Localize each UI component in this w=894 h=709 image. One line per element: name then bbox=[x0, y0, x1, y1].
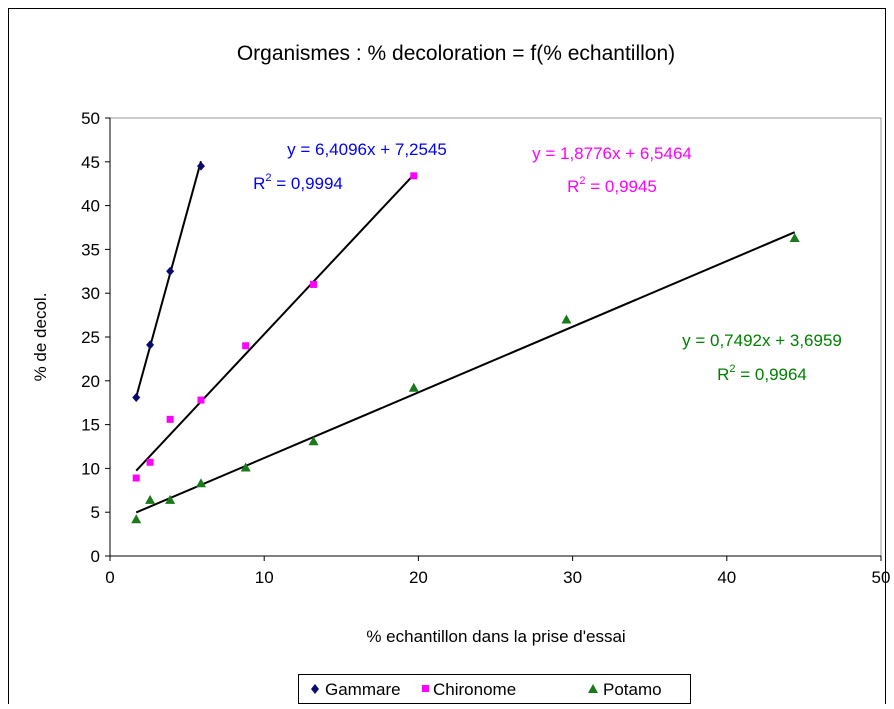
potamo-r2-label: R bbox=[717, 365, 729, 384]
point-gammare bbox=[132, 392, 141, 402]
point-chironome bbox=[197, 396, 205, 404]
point-chironome bbox=[242, 342, 250, 350]
y-tick-label: 50 bbox=[81, 109, 100, 128]
point-potamo bbox=[789, 233, 800, 243]
potamo-r2-superscript: 2 bbox=[729, 363, 735, 375]
point-potamo bbox=[131, 514, 142, 524]
point-gammare bbox=[146, 340, 155, 350]
legend: Gammare Chironome Potamo bbox=[298, 674, 691, 704]
legend-label-gammare: Gammare bbox=[325, 680, 401, 699]
chart-title: Organismes : % decoloration = f(% echant… bbox=[237, 42, 675, 65]
chironome-r2: R2 = 0,9945 bbox=[567, 175, 657, 196]
y-axis-label: % de decol. bbox=[31, 293, 50, 382]
point-potamo bbox=[408, 382, 419, 392]
axes: 0 5 10 15 20 25 30 35 40 45 50 0 10 20 30 40 50 bbox=[81, 109, 890, 587]
chironome-r2-superscript: 2 bbox=[579, 175, 585, 187]
gammare-r2-value: = 0,9994 bbox=[272, 174, 343, 193]
point-potamo bbox=[240, 462, 251, 472]
point-potamo bbox=[145, 494, 156, 504]
y-tick-label: 5 bbox=[91, 503, 100, 522]
trendline-chironome bbox=[135, 173, 415, 472]
point-chironome bbox=[166, 415, 174, 423]
potamo-r2: R2 = 0,9964 bbox=[717, 363, 807, 384]
gammare-r2: R2 = 0,9994 bbox=[253, 172, 343, 193]
chironome-r2-value: = 0,9945 bbox=[586, 177, 657, 196]
legend-label-chironome: Chironome bbox=[433, 680, 516, 699]
gammare-r2-label: R bbox=[253, 174, 265, 193]
y-tick-label: 45 bbox=[81, 153, 100, 172]
point-chironome bbox=[310, 280, 318, 288]
y-tick-label: 0 bbox=[91, 547, 100, 566]
x-tick-label: 0 bbox=[105, 568, 114, 587]
legend-marker-chironome-square-icon bbox=[422, 685, 429, 692]
y-tick-label: 40 bbox=[81, 197, 100, 216]
y-tick-label: 15 bbox=[81, 416, 100, 435]
point-chironome bbox=[146, 458, 154, 466]
gammare-r2-superscript: 2 bbox=[265, 172, 271, 184]
y-tick-label: 10 bbox=[81, 459, 100, 478]
point-potamo bbox=[308, 436, 319, 446]
x-tick-label: 50 bbox=[872, 568, 891, 587]
point-gammare bbox=[166, 266, 175, 276]
legend-box bbox=[298, 674, 691, 704]
gammare-equation: y = 6,4096x + 7,2545 bbox=[287, 140, 447, 159]
legend-marker-potamo-triangle-icon bbox=[588, 684, 598, 693]
y-tick-label: 25 bbox=[81, 328, 100, 347]
y-tick-label: 30 bbox=[81, 284, 100, 303]
data-points bbox=[131, 161, 800, 524]
x-tick-label: 30 bbox=[563, 568, 582, 587]
y-tick-label: 35 bbox=[81, 240, 100, 259]
point-potamo bbox=[561, 314, 572, 324]
y-tick-label: 20 bbox=[81, 372, 100, 391]
potamo-r2-value: = 0,9964 bbox=[736, 365, 807, 384]
x-tick-label: 40 bbox=[717, 568, 736, 587]
plot-area bbox=[109, 117, 882, 557]
potamo-equation: y = 0,7492x + 3,6959 bbox=[682, 331, 842, 350]
x-tick-label: 10 bbox=[255, 568, 274, 587]
legend-label-potamo: Potamo bbox=[603, 680, 662, 699]
point-chironome bbox=[132, 474, 140, 482]
chironome-r2-label: R bbox=[567, 177, 579, 196]
legend-marker-gammare-diamond-icon bbox=[311, 684, 319, 694]
point-gammare bbox=[196, 161, 205, 171]
point-potamo bbox=[195, 478, 206, 488]
trendline-gammare bbox=[135, 160, 202, 398]
x-axis-label: % echantillon dans la prise d'essai bbox=[366, 627, 625, 646]
point-potamo bbox=[165, 494, 176, 504]
point-chironome bbox=[410, 172, 418, 180]
chironome-equation: y = 1,8776x + 6,5464 bbox=[532, 144, 692, 163]
x-tick-label: 20 bbox=[409, 568, 428, 587]
